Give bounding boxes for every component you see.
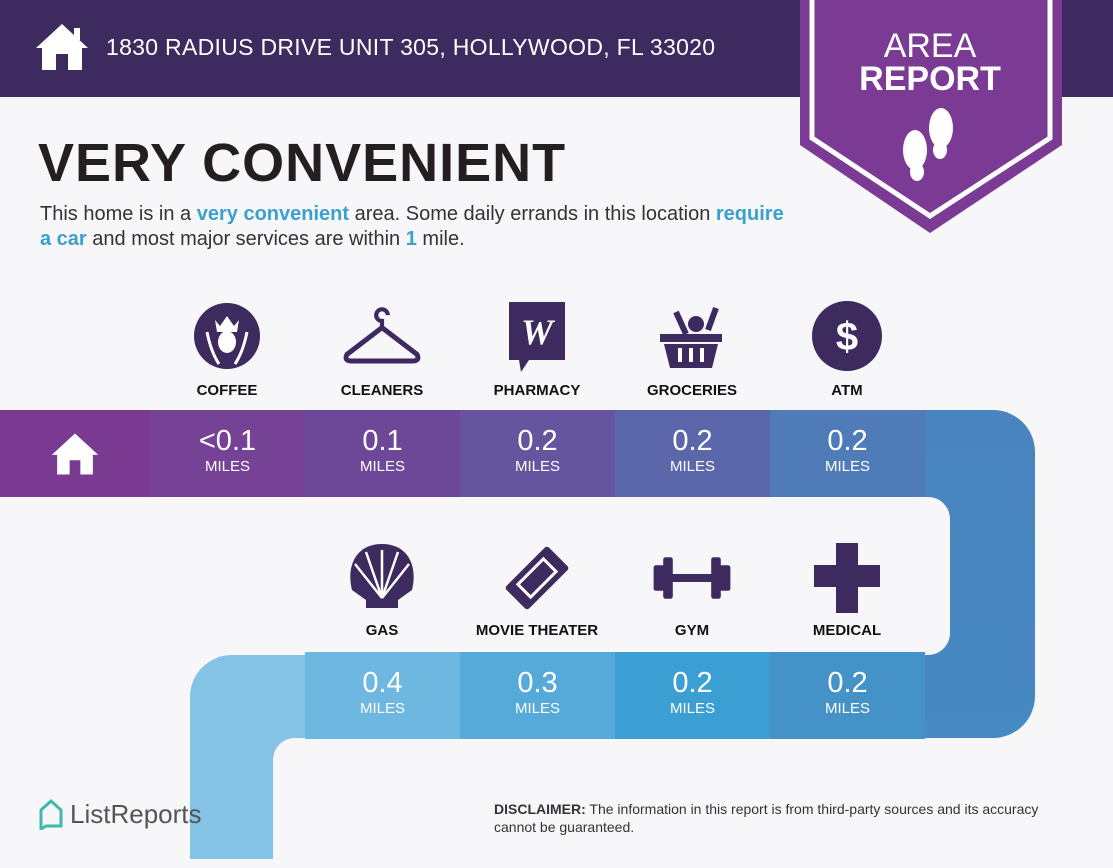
distance-value: 0.1: [362, 425, 403, 457]
category-label: GYM: [674, 622, 710, 639]
dollar-icon: $: [807, 298, 887, 373]
home-icon: [36, 24, 88, 70]
distance-unit: MILES: [669, 458, 715, 475]
category-label: ATM: [831, 382, 863, 399]
distance-cell: 0.1 MILES: [305, 410, 460, 497]
basket-icon: [652, 298, 732, 373]
distance-unit: MILES: [359, 700, 405, 717]
distance-cell: 0.2 MILES: [615, 652, 770, 739]
category-label: PHARMACY: [493, 382, 581, 399]
distance-cell: 0.4 MILES: [305, 652, 460, 739]
property-address: 1830 RADIUS DRIVE UNIT 305, HOLLYWOOD, F…: [106, 34, 716, 60]
distance-unit: MILES: [514, 458, 560, 475]
distance-value: 0.2: [827, 425, 868, 457]
cross-icon: [807, 540, 887, 615]
distance-unit: MILES: [359, 458, 405, 475]
distance-value: 0.3: [517, 667, 558, 699]
category-label: GAS: [365, 622, 399, 639]
category-label: GROCERIES: [646, 382, 737, 399]
area-report-badge: [800, 0, 1062, 233]
distance-cell: 0.2 MILES: [770, 652, 925, 739]
distance-unit: MILES: [204, 458, 250, 475]
svg-text:$: $: [836, 315, 858, 359]
category-label: CLEANERS: [340, 382, 424, 399]
badge-line-2: REPORT: [859, 60, 1001, 98]
distance-cell: 0.2 MILES: [770, 410, 925, 497]
distance-unit: MILES: [824, 458, 870, 475]
distance-value: 0.2: [672, 667, 713, 699]
distance-cell: <0.1 MILES: [150, 410, 305, 497]
home-cell: [0, 410, 150, 497]
footprints-icon: [903, 108, 953, 181]
distance-cell: 0.2 MILES: [615, 410, 770, 497]
listreports-logo: ListReports: [38, 798, 202, 830]
svg-text:W: W: [521, 312, 556, 352]
category-label: MEDICAL: [812, 622, 882, 639]
distance-value: <0.1: [198, 425, 257, 457]
hanger-icon: [342, 298, 422, 373]
distance-value: 0.2: [827, 667, 868, 699]
page-title: VERY CONVENIENT: [38, 133, 567, 193]
distance-value: 0.2: [517, 425, 558, 457]
distance-cell: 0.2 MILES: [460, 410, 615, 497]
distance-unit: MILES: [514, 700, 560, 717]
dumbbell-icon: [652, 540, 732, 615]
disclaimer: DISCLAIMER: The information in this repo…: [494, 801, 1039, 835]
summary-text: This home is in a very convenient area. …: [40, 203, 784, 250]
shell-icon: [342, 540, 422, 615]
distance-cell: 0.3 MILES: [460, 652, 615, 739]
walgreens-icon: W: [497, 298, 577, 373]
home-icon: [51, 433, 99, 475]
starbucks-icon: [187, 298, 267, 373]
category-label: COFFEE: [196, 382, 258, 399]
distance-unit: MILES: [824, 700, 870, 717]
ticket-icon: [497, 540, 577, 615]
badge-line-1: AREA: [883, 27, 977, 65]
category-label: MOVIE THEATER: [475, 622, 599, 639]
distance-value: 0.4: [362, 667, 403, 699]
distance-value: 0.2: [672, 425, 713, 457]
distance-unit: MILES: [669, 700, 715, 717]
